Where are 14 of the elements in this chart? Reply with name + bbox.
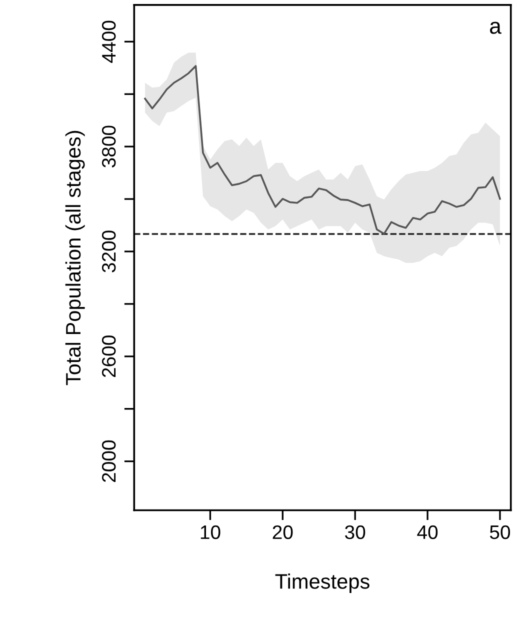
y-tick-label: 2000 <box>102 440 116 482</box>
x-axis-title: Timesteps <box>275 574 370 593</box>
x-tick-label: 10 <box>200 525 220 540</box>
x-tick-label: 40 <box>417 525 438 540</box>
x-tick-label: 50 <box>490 525 510 540</box>
y-tick-label: 3800 <box>102 126 116 168</box>
y-tick-label: 4400 <box>102 20 116 63</box>
y-tick-label: 3200 <box>102 230 116 272</box>
x-tick-label: 20 <box>272 525 293 540</box>
line-series <box>144 65 501 235</box>
y-axis-title: Total Population (all stages) <box>65 130 85 386</box>
annotation: a <box>490 22 502 34</box>
y-tick-label: 2600 <box>102 336 116 378</box>
x-tick-label: 30 <box>345 525 366 540</box>
